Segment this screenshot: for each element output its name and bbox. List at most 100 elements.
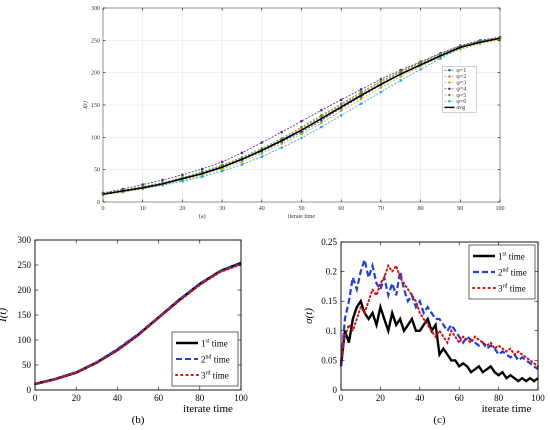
y-tick-label: 0.2 <box>326 267 337 277</box>
y-tick-label: 0.15 <box>321 296 337 306</box>
y-tick-label: 0 <box>97 200 100 206</box>
x-tick-label: 80 <box>418 206 424 212</box>
series-line-4 <box>102 36 501 194</box>
series-point-6 <box>439 57 442 60</box>
series-point-4 <box>240 151 244 155</box>
series-point-5 <box>240 156 244 159</box>
y-axis-label: I(t) <box>82 101 89 110</box>
series-point-3 <box>359 97 363 101</box>
series-point-4 <box>220 160 224 164</box>
x-tick-label: 80 <box>494 393 504 403</box>
series-point-5 <box>439 52 442 56</box>
x-tick-label: 100 <box>531 393 545 403</box>
y-tick-label: 300 <box>18 235 32 245</box>
panel-a-chart: 0 10 20 30 40 50 60 70 80 90 100 0 50 100 150 200 250 300… <box>82 6 505 220</box>
y-tick-label: 100 <box>18 335 32 345</box>
legend-label-3: 3rd time <box>498 284 526 294</box>
series-point-5 <box>419 61 422 64</box>
x-tick-label: 70 <box>378 206 384 212</box>
series-point-3 <box>339 109 343 113</box>
series-point-4 <box>260 141 264 144</box>
series-line-3 <box>340 263 539 368</box>
legend-label-3: 3rd time <box>201 371 229 381</box>
legend-marker-4 <box>448 87 451 91</box>
x-tick-label: 60 <box>154 393 164 403</box>
legend-label-2: 2nd time <box>498 268 527 278</box>
series-point-6 <box>419 68 422 71</box>
series-point-4 <box>320 108 323 112</box>
x-axis-label: iterate time <box>288 214 315 220</box>
y-tick-label: 250 <box>18 260 32 270</box>
x-tick-label: 50 <box>299 206 305 212</box>
series-point-4 <box>339 98 343 102</box>
series-line-1 <box>339 298 539 383</box>
legend-label-1: 1st time <box>498 252 525 262</box>
x-axis-label: iterate time <box>183 403 233 415</box>
legend-marker-1 <box>448 69 451 72</box>
series-point-4 <box>161 178 164 182</box>
series-line-2 <box>34 262 242 385</box>
series-point-5 <box>300 125 303 129</box>
y-tick-label: 200 <box>91 71 100 77</box>
y-tick-label: 150 <box>18 310 32 320</box>
legend-label-2: φ=2 <box>456 74 466 80</box>
legend-box <box>442 65 477 113</box>
legend: 1st time 2nd time 3rd time <box>171 331 239 387</box>
series-line-7 <box>102 37 501 195</box>
series-point-6 <box>339 114 343 117</box>
y-tick-label: 0.05 <box>321 355 337 365</box>
series-point-1 <box>300 130 303 134</box>
x-tick-label: 40 <box>415 393 425 403</box>
series-point-6 <box>359 102 363 106</box>
legend-label-1: φ=1 <box>456 68 466 74</box>
legend-label-7: avg <box>456 105 465 111</box>
panel-label: (a) <box>199 213 206 220</box>
legend: 1st time 2nd time 3rd time <box>468 244 536 300</box>
panel-c-chart: 0 20 40 60 80 100 0 0.05 0.1 0.15 0.2 0.25 (c) iterat… <box>303 237 545 426</box>
series-point-5 <box>339 102 343 106</box>
series-point-5 <box>260 147 264 150</box>
legend-box <box>171 331 239 387</box>
y-tick-label: 250 <box>91 38 100 44</box>
series-line-3 <box>34 263 242 385</box>
series-point-4 <box>141 183 144 186</box>
series-point-6 <box>240 163 244 166</box>
legend-marker-2 <box>448 75 451 78</box>
series-point-3 <box>260 152 264 155</box>
series-point-3 <box>379 86 383 89</box>
x-axis-label: iterate time <box>482 403 532 415</box>
series-point-4 <box>379 77 383 81</box>
panel-label: (c) <box>433 414 446 426</box>
y-tick-label: 150 <box>91 103 100 109</box>
axes-frame <box>340 241 539 391</box>
x-tick-label: 0 <box>339 393 344 403</box>
legend-label-2: 2nd time <box>201 355 230 365</box>
series-point-6 <box>260 155 264 159</box>
x-tick-label: 90 <box>457 206 463 212</box>
series-point-6 <box>379 90 383 94</box>
y-tick-label: 0.1 <box>326 326 337 336</box>
series-point-4 <box>181 173 184 177</box>
y-tick-label: 50 <box>94 168 100 174</box>
series-point-5 <box>280 137 283 140</box>
series-point-4 <box>359 88 363 91</box>
y-tick-label: 50 <box>22 360 32 370</box>
x-tick-label: 0 <box>102 206 105 212</box>
x-tick-label: 10 <box>140 206 146 212</box>
x-tick-label: 80 <box>195 393 205 403</box>
series-point-6 <box>399 79 403 82</box>
series-point-5 <box>399 70 403 73</box>
legend-label-3: φ=3 <box>456 80 466 86</box>
series-point-6 <box>200 175 204 179</box>
legend-label-4: φ=4 <box>456 87 466 93</box>
y-tick-label: 200 <box>18 285 32 295</box>
series-point-5 <box>220 163 224 167</box>
x-tick-label: 0 <box>33 393 38 403</box>
legend-marker-5 <box>448 93 451 97</box>
x-tick-label: 100 <box>234 393 248 403</box>
legend-marker-3 <box>448 81 451 84</box>
x-tick-label: 20 <box>376 393 386 403</box>
series-point-6 <box>220 169 224 173</box>
legend-label-6: φ=6 <box>456 99 466 105</box>
